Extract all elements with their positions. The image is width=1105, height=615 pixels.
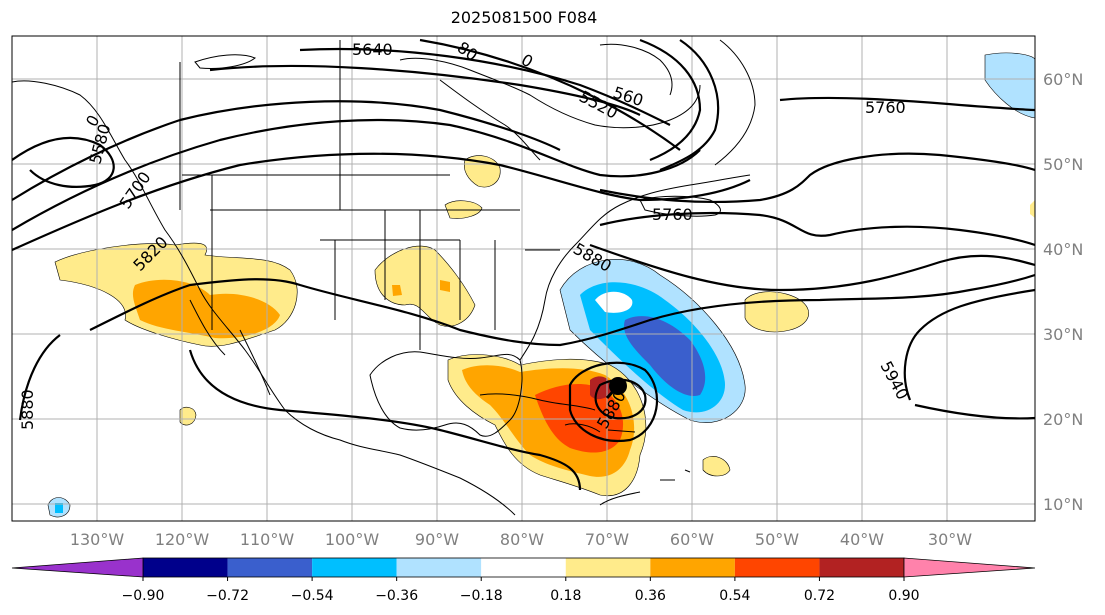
contour-label: 5760 xyxy=(652,205,693,224)
lat-label: 10°N xyxy=(1043,495,1083,514)
colorbar-swatch xyxy=(143,558,228,577)
lat-label: 50°N xyxy=(1043,155,1083,174)
lat-label: 60°N xyxy=(1043,70,1083,89)
contour-label: 5640 xyxy=(352,40,393,59)
latitude-labels: 10°N 20°N 30°N 40°N 50°N 60°N xyxy=(1043,70,1083,514)
cyclone-marker xyxy=(605,377,627,400)
lat-label: 40°N xyxy=(1043,240,1083,259)
contour-label: 5880 xyxy=(18,389,37,430)
map-title: 2025081500 F084 xyxy=(450,8,598,27)
colorbar-tick-label: −0.54 xyxy=(291,588,334,604)
colorbar-tick-label: −0.36 xyxy=(375,588,418,604)
colorbar-tick-label: −0.18 xyxy=(460,588,503,604)
colorbar-tick-label: −0.90 xyxy=(122,588,165,604)
map-panel: 5640 5520 5760 5760 5760 5880 5880 5940 … xyxy=(12,36,1035,521)
lon-label: 60°W xyxy=(670,530,714,549)
map-frame xyxy=(11,35,1036,522)
colorbar-swatch xyxy=(396,558,482,577)
colorbar-tick-label: 0.72 xyxy=(804,588,835,604)
colorbar-swatch xyxy=(481,558,566,577)
lon-label: 100°W xyxy=(325,530,380,549)
colorbar-tick-label: 0.90 xyxy=(888,588,919,604)
colorbar-tick-label: 0.36 xyxy=(635,588,666,604)
height-contours xyxy=(12,38,1035,491)
colorbar-extend-low xyxy=(11,557,144,578)
longitude-labels: 130°W 120°W 110°W 100°W 90°W 80°W 70°W 6… xyxy=(70,530,972,549)
lon-label: 110°W xyxy=(240,530,295,549)
colorbar-swatch xyxy=(819,558,904,577)
lon-label: 50°W xyxy=(755,530,799,549)
lon-label: 80°W xyxy=(500,530,544,549)
lon-label: 70°W xyxy=(585,530,629,549)
graticule xyxy=(12,36,1035,521)
colorbar-tick-label: 0.54 xyxy=(719,588,750,604)
lon-label: 40°W xyxy=(840,530,884,549)
contour-label: 5760 xyxy=(865,98,906,117)
colorbar: −0.90 −0.72 −0.54 −0.36 −0.18 0.18 0.36 0.54 0.7… xyxy=(11,557,1036,604)
lat-label: 20°N xyxy=(1043,410,1083,429)
lon-label: 90°W xyxy=(415,530,459,549)
colorbar-tick-label: 0.18 xyxy=(550,588,581,604)
lon-label: 30°W xyxy=(928,530,972,549)
colorbar-swatch xyxy=(227,558,313,577)
lat-label: 30°N xyxy=(1043,325,1083,344)
colorbar-tick-label: −0.72 xyxy=(206,588,249,604)
lon-label: 120°W xyxy=(155,530,210,549)
colorbar-swatch xyxy=(312,558,397,577)
coastlines xyxy=(12,39,756,516)
colorbar-swatch xyxy=(734,558,820,577)
colorbar-swatch xyxy=(565,558,651,577)
lon-label: 130°W xyxy=(70,530,125,549)
colorbar-extend-high xyxy=(903,557,1036,578)
colorbar-swatch xyxy=(650,558,735,577)
